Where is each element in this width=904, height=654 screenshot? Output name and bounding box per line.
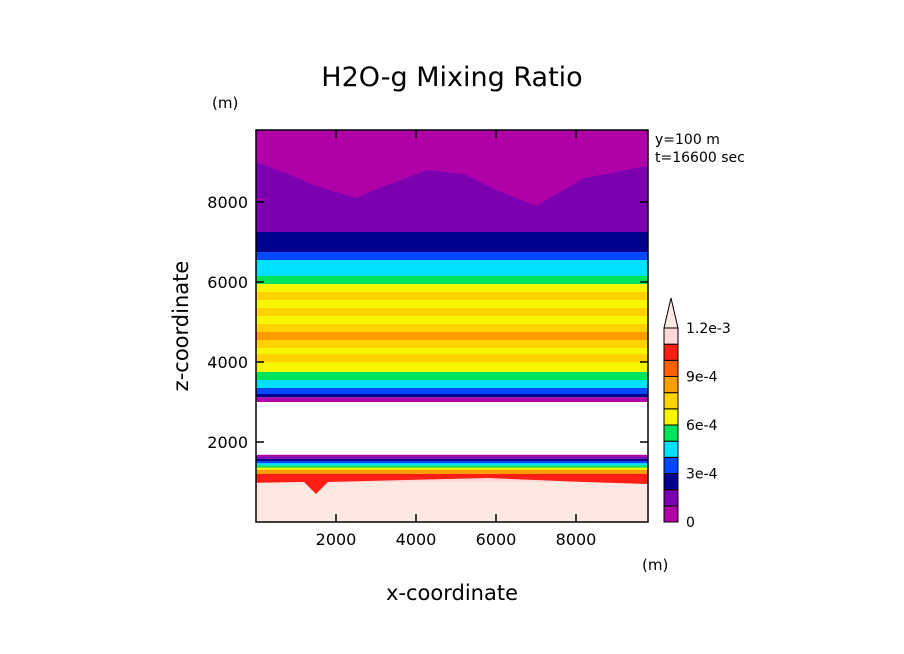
plot-frame [255, 129, 649, 523]
colorbar-tick-label: 6e-4 [686, 418, 718, 434]
colorbar: 0 3e-4 6e-4 9e-4 1.2e-3 [663, 297, 731, 531]
contour-band [256, 388, 648, 394]
x-tick-label: 6000 [476, 530, 517, 549]
colorbar-swatch [663, 440, 679, 458]
x-unit-label: (m) [642, 556, 668, 574]
contour-band [256, 461, 648, 464]
contour-band [256, 252, 648, 260]
contour-band [256, 458, 648, 462]
colorbar-swatch [663, 424, 679, 442]
contour-region [256, 162, 648, 218]
colorbar-swatch [663, 456, 679, 475]
x-tick-label: 4000 [396, 530, 437, 549]
contour-band [256, 232, 648, 252]
contour-band [256, 474, 648, 478]
colorbar-swatch [663, 359, 679, 378]
contour-band [256, 292, 648, 300]
contour-band [256, 324, 648, 332]
y-tick-label: 8000 [207, 193, 248, 212]
contour-band [256, 463, 648, 466]
contour-band [256, 465, 648, 468]
annotation-y: y=100 m [655, 132, 720, 148]
contour-band [256, 348, 648, 354]
colorbar-tick-label: 3e-4 [686, 467, 718, 483]
colorbar-swatch [663, 343, 679, 361]
contour-band [256, 268, 648, 276]
contour-region [256, 130, 648, 206]
x-axis-label: x-coordinate [386, 581, 518, 605]
contour-band [256, 300, 648, 308]
chart-title: H2O-g Mixing Ratio [321, 62, 582, 93]
contour-band [256, 284, 648, 292]
contour-region [256, 482, 648, 522]
contour-band [256, 354, 648, 362]
contour-band [256, 308, 648, 316]
colorbar-swatch [663, 505, 679, 523]
colorbar-tick-label: 1.2e-3 [686, 321, 731, 337]
contour-band [256, 260, 648, 268]
contour-band [256, 456, 648, 459]
colorbar-tick-label: 9e-4 [686, 370, 718, 386]
colorbar-swatch [663, 392, 679, 410]
contour-band [256, 276, 648, 284]
colorbar-extend-arrow [663, 297, 679, 329]
colorbar-swatch [663, 473, 679, 491]
contour-band [256, 340, 648, 348]
annotation-t: t=16600 sec [655, 150, 745, 166]
y-axis: 2000 4000 6000 8000 [207, 193, 648, 452]
y-tick-label: 4000 [207, 353, 248, 372]
contour-band [256, 470, 648, 474]
contour-band [256, 380, 648, 388]
y-tick-label: 6000 [207, 273, 248, 292]
x-tick-label: 2000 [316, 530, 357, 549]
contour-band [256, 372, 648, 380]
colorbar-swatch [663, 489, 679, 507]
contour-band [256, 467, 648, 470]
contour-band [256, 397, 648, 402]
contour-band [256, 332, 648, 340]
y-tick-label: 2000 [207, 433, 248, 452]
contour-band [256, 362, 648, 372]
colorbar-swatch [663, 376, 679, 394]
y-unit-label: (m) [212, 94, 238, 112]
x-axis: 2000 4000 6000 8000 [316, 130, 597, 549]
x-tick-label: 8000 [556, 530, 597, 549]
colorbar-swatch [663, 327, 679, 345]
contour-region [256, 477, 648, 494]
contour-band [256, 478, 648, 482]
y-axis-label: z-coordinate [169, 261, 193, 392]
colorbar-swatch [663, 408, 679, 426]
contour-band [256, 454, 648, 457]
colorbar-tick-label: 0 [686, 515, 695, 531]
contour-undulation [256, 130, 648, 522]
contour-band [256, 316, 648, 324]
contour-band [256, 394, 648, 398]
